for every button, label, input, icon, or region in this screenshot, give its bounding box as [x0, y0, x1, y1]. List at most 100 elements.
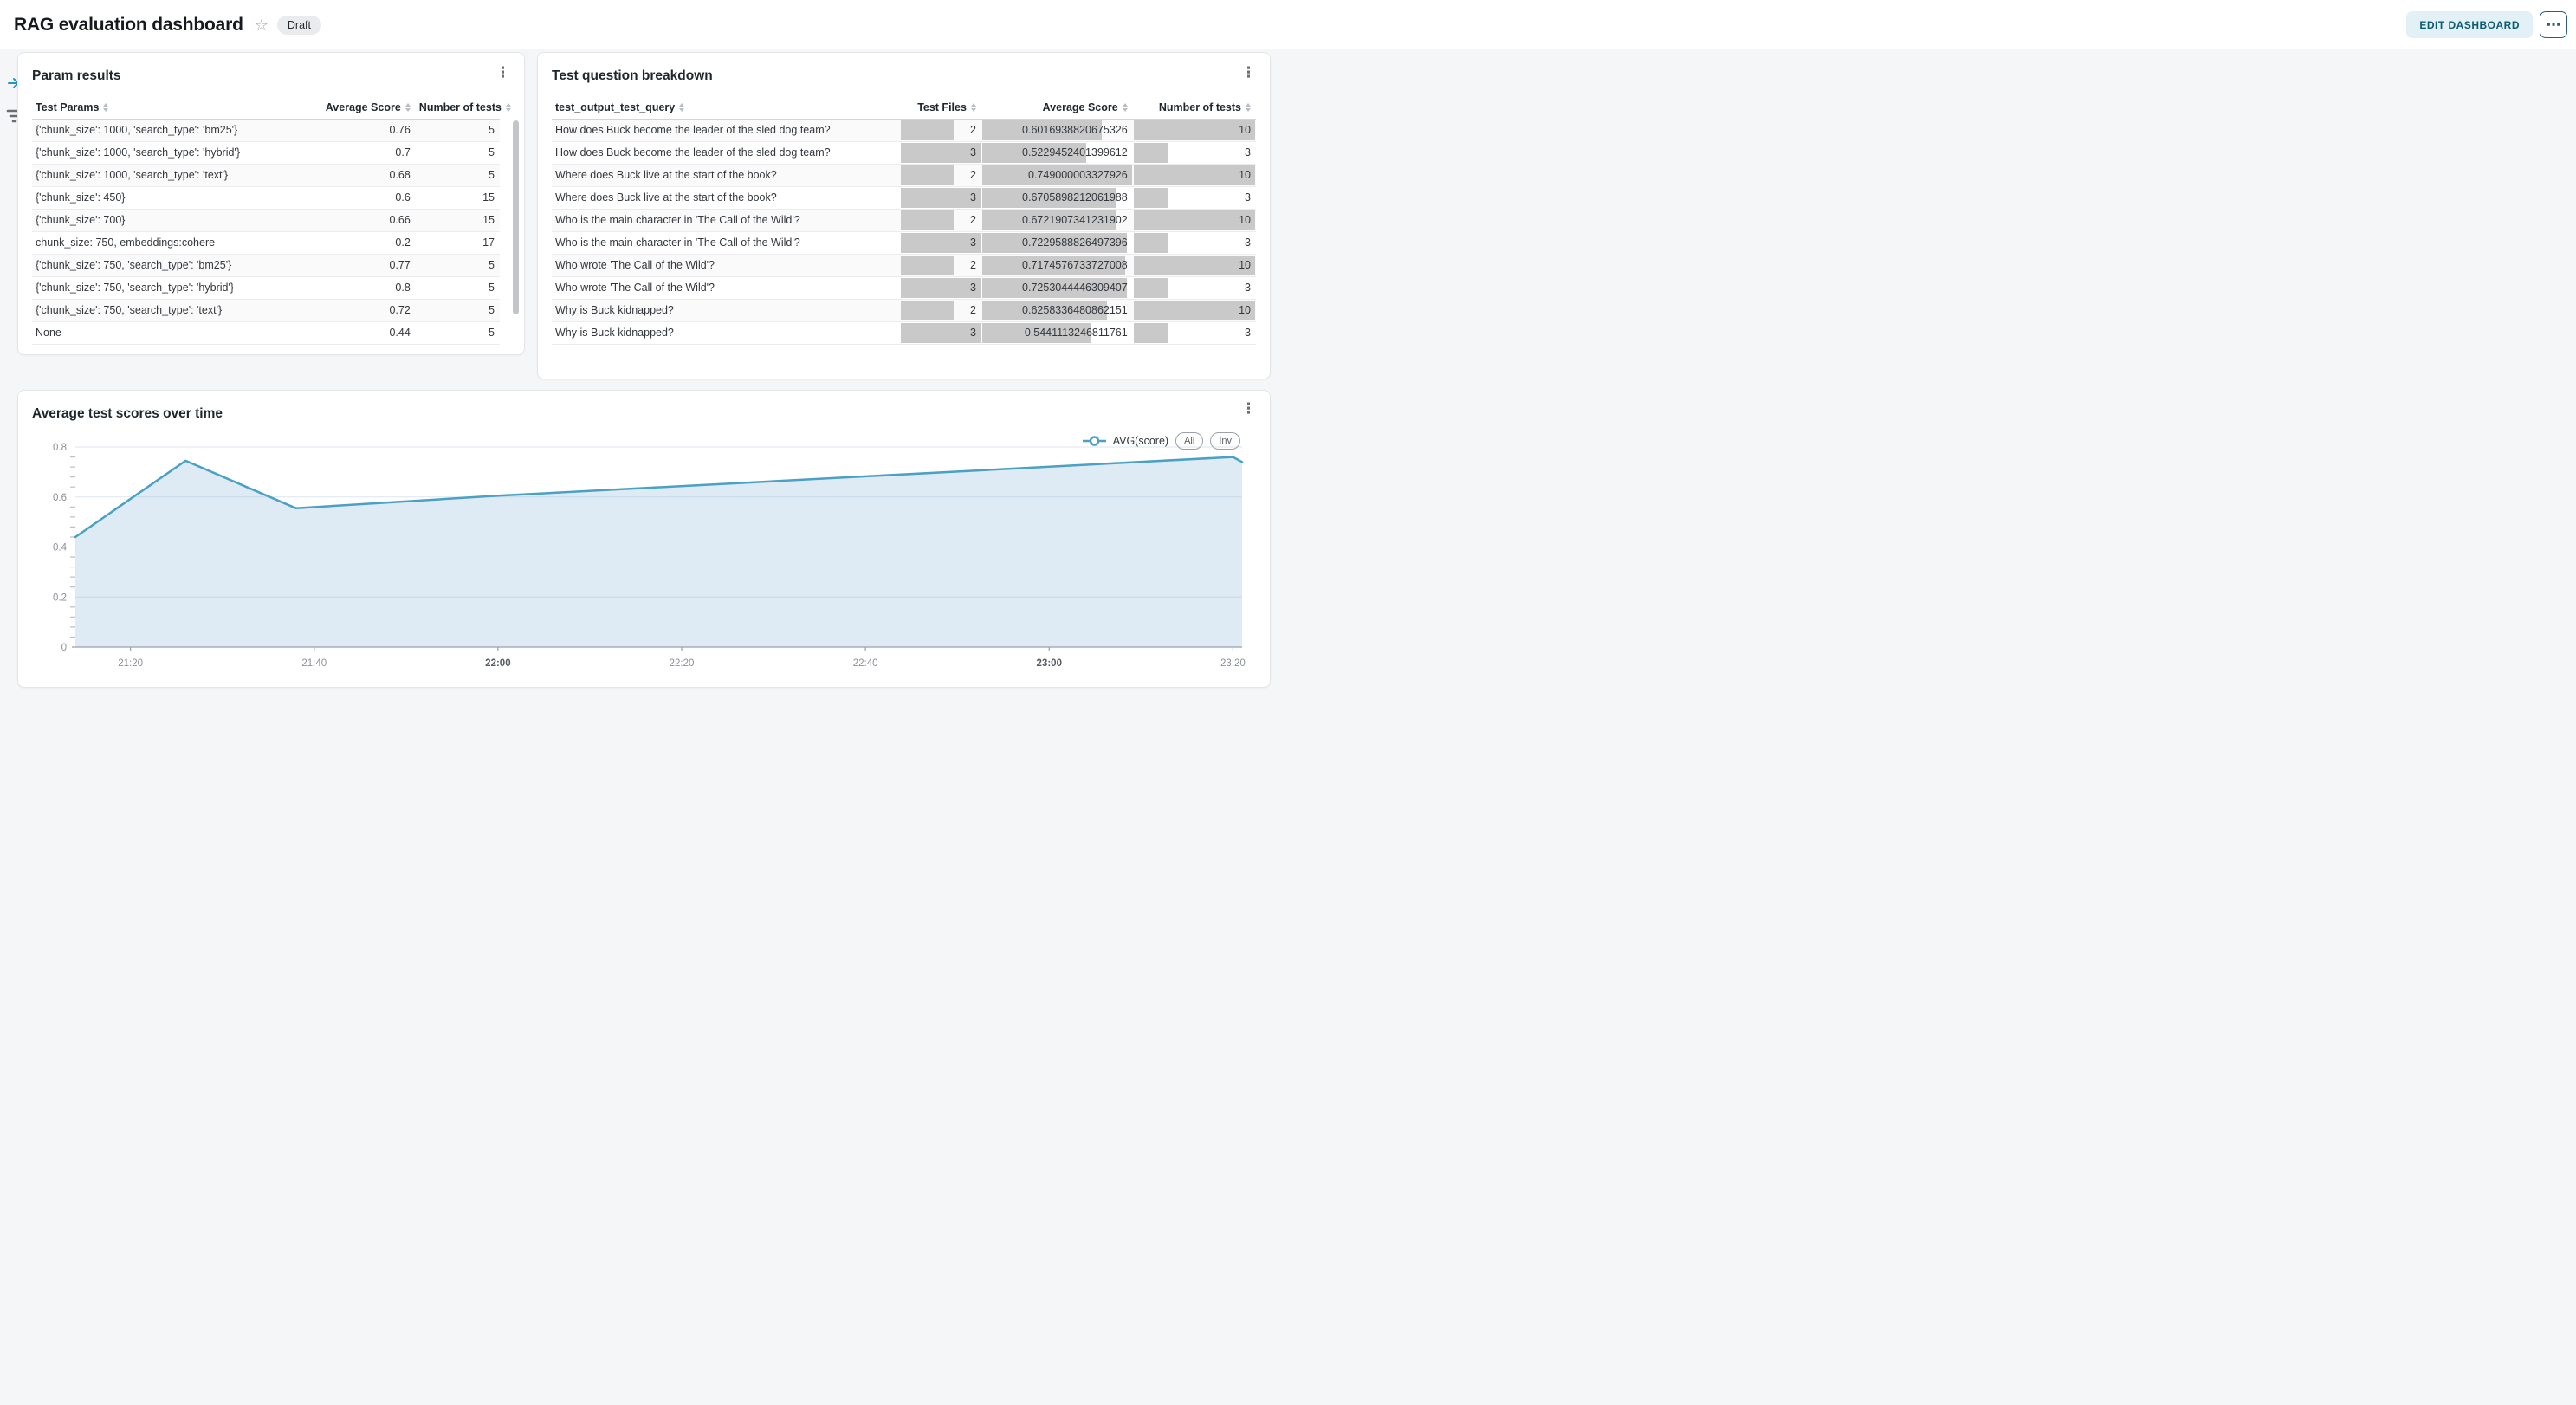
tests-cell: 15: [415, 209, 500, 232]
score-cell: 0.6016938820675326: [981, 119, 1133, 142]
data-bar: [981, 277, 1128, 298]
score-cell: 0.7: [294, 141, 416, 165]
table-row: {'chunk_size': 750, 'search_type': 'text…: [32, 299, 500, 322]
tests-cell: 3: [1132, 141, 1256, 165]
chart-legend: AVG(score) All Inv: [1082, 432, 1240, 450]
score-cell: 0.66: [294, 209, 416, 232]
data-bar: [1133, 277, 1169, 298]
query-cell: How does Buck become the leader of the s…: [552, 119, 901, 142]
score-cell: 0.72: [294, 299, 416, 322]
test-files-cell: 3: [900, 231, 981, 255]
table-row: Who wrote 'The Call of the Wild'? 3 0.7253…: [552, 276, 1256, 300]
score-cell: 0.7253044446309407: [981, 276, 1133, 300]
score-cell: 0.6258336480862151: [981, 299, 1133, 322]
tests-cell: 3: [1132, 321, 1256, 345]
line-chart[interactable]: 0 0.2 0.4 0.6 0.8 21:20 21:40 22:00 22:20 22:40 23…: [18, 391, 1272, 689]
panel-menu-button[interactable]: ⋮: [492, 63, 514, 81]
table-row: {'chunk_size': 1000, 'search_type': 'hyb…: [32, 141, 500, 165]
data-bar: [901, 322, 981, 343]
legend-inverse-button[interactable]: Inv: [1210, 432, 1240, 450]
data-bar: [901, 142, 981, 163]
table-row: How does Buck become the leader of the s…: [552, 141, 1256, 165]
data-bar: [901, 120, 954, 140]
tests-cell: 5: [415, 299, 500, 322]
column-header[interactable]: Number of tests: [1132, 96, 1256, 120]
score-cell: 0.7174576733727008: [981, 254, 1133, 277]
table-scrollbar[interactable]: [513, 119, 519, 339]
question-breakdown-table: test_output_test_query Test Files Average …: [552, 96, 1256, 345]
param-cell: None: [32, 321, 294, 345]
panel-param-results: Param results ⋮ Test Params Average Score…: [17, 52, 525, 355]
score-cell: 0.2: [294, 231, 416, 255]
tests-cell: 5: [415, 276, 500, 300]
param-cell: {'chunk_size': 750, 'search_type': 'text…: [32, 299, 294, 322]
sort-icon: [679, 103, 685, 113]
tests-cell: 5: [415, 164, 500, 187]
scrollbar-thumb[interactable]: [513, 120, 519, 314]
table-row: {'chunk_size': 750, 'search_type': 'hybr…: [32, 276, 500, 300]
data-bar: [981, 210, 1116, 230]
table-row: chunk_size: 750, embeddings:cohere 0.2 17: [32, 231, 500, 255]
score-cell: 0.6705898212061988: [981, 186, 1133, 210]
data-bar: [981, 300, 1107, 320]
legend-series-label[interactable]: AVG(score): [1112, 435, 1169, 448]
data-bar: [1133, 255, 1255, 275]
sort-icon: [505, 103, 511, 113]
panel-menu-button[interactable]: ⋮: [1238, 63, 1259, 81]
y-axis-label: 0.2: [53, 592, 67, 603]
param-results-table: Test Params Average Score Number of tests …: [32, 96, 511, 345]
table-row: {'chunk_size': 700} 0.66 15: [32, 209, 500, 232]
table-row: {'chunk_size': 450} 0.6 15: [32, 186, 500, 210]
query-cell: Who wrote 'The Call of the Wild'?: [552, 276, 901, 300]
x-axis-label: 22:20: [670, 658, 695, 669]
score-cell: 0.76: [294, 119, 416, 142]
table-row: Why is Buck kidnapped? 2 0.625833648086215…: [552, 299, 1256, 322]
status-badge: Draft: [276, 15, 321, 35]
table-row: Who is the main character in 'The Call o…: [552, 231, 1256, 255]
data-bar: [981, 187, 1116, 208]
data-bar: [1133, 187, 1169, 208]
test-files-cell: 2: [900, 254, 981, 277]
param-cell: {'chunk_size': 450}: [32, 186, 294, 210]
y-axis-label: 0.6: [53, 493, 67, 503]
param-cell: {'chunk_size': 1000, 'search_type': 'bm2…: [32, 119, 294, 142]
sort-icon: [103, 103, 109, 113]
data-bar: [981, 120, 1103, 140]
column-header[interactable]: Test Files: [900, 96, 981, 120]
query-cell: Who is the main character in 'The Call o…: [552, 209, 901, 232]
table-row: Who is the main character in 'The Call o…: [552, 209, 1256, 232]
tests-cell: 3: [1132, 276, 1256, 300]
tests-cell: 10: [1132, 164, 1256, 187]
edit-dashboard-button[interactable]: EDIT DASHBOARD: [2406, 11, 2533, 38]
column-header[interactable]: Average Score: [981, 96, 1133, 120]
column-header[interactable]: Number of tests: [415, 96, 511, 120]
panel-menu-button[interactable]: ⋮: [1238, 399, 1259, 418]
data-bar: [901, 187, 981, 208]
query-cell: Who is the main character in 'The Call o…: [552, 231, 901, 255]
x-axis-label: 21:40: [301, 658, 327, 669]
column-header[interactable]: Test Params: [32, 96, 294, 120]
data-bar: [1133, 210, 1255, 230]
data-bar: [981, 232, 1127, 253]
favorite-star-icon[interactable]: ☆: [254, 16, 269, 34]
param-cell: {'chunk_size': 750, 'search_type': 'hybr…: [32, 276, 294, 300]
column-header[interactable]: Average Score: [294, 96, 416, 120]
tests-cell: 17: [415, 231, 500, 255]
test-files-cell: 3: [900, 276, 981, 300]
data-bar: [1133, 165, 1255, 185]
table-row: {'chunk_size': 750, 'search_type': 'bm25…: [32, 254, 500, 277]
tests-cell: 5: [415, 254, 500, 277]
query-cell: Where does Buck live at the start of the…: [552, 164, 901, 187]
test-files-cell: 2: [900, 209, 981, 232]
test-files-cell: 3: [900, 141, 981, 165]
tests-cell: 5: [415, 141, 500, 165]
tests-cell: 3: [1132, 231, 1256, 255]
tests-cell: 15: [415, 186, 500, 210]
data-bar: [981, 322, 1091, 343]
sort-icon: [1122, 103, 1128, 113]
column-header[interactable]: test_output_test_query: [552, 96, 901, 120]
param-cell: {'chunk_size': 750, 'search_type': 'bm25…: [32, 254, 294, 277]
data-bar: [1133, 142, 1169, 163]
more-actions-button[interactable]: ⋯: [2540, 11, 2567, 38]
legend-select-all-button[interactable]: All: [1175, 432, 1204, 450]
